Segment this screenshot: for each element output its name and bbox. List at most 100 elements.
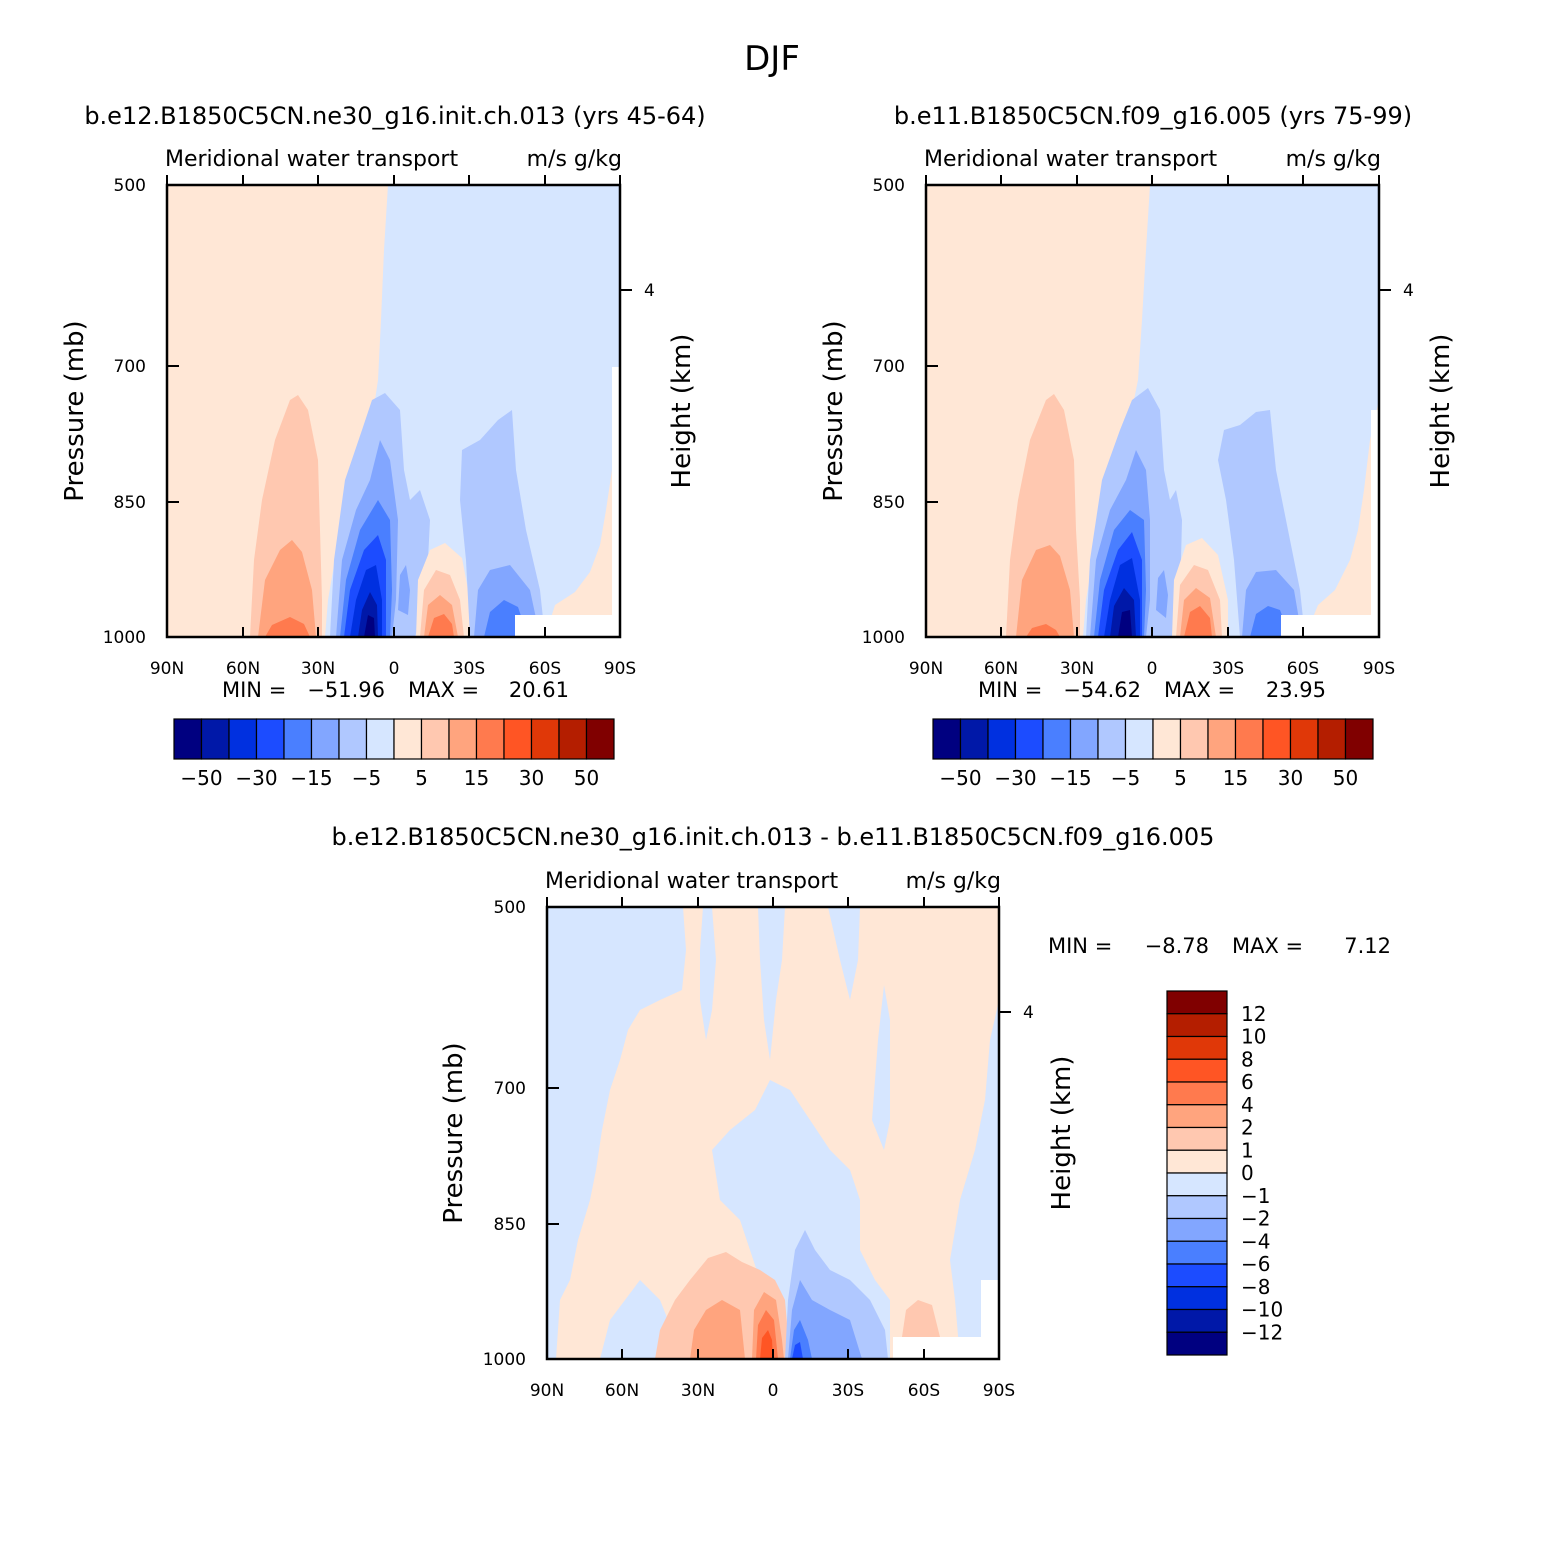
colorbar-tick-label: −30: [994, 766, 1036, 790]
missing-topography: [515, 615, 620, 637]
x-ticks: [166, 175, 632, 638]
contour-neg-nh-1: [547, 907, 686, 1359]
colorbar-swatch: [1166, 1126, 1228, 1151]
contour-blue-sh-3: [1250, 606, 1290, 637]
panel-subtitle-left: Meridional water transport: [545, 869, 838, 894]
contour-fill: [926, 185, 1379, 637]
colorbar-tick-label: −30: [235, 766, 277, 790]
panel-left: b.e12.B1850C5CN.ne30_g16.init.ch.013 (yr…: [60, 102, 706, 790]
x-ticks: [925, 175, 1391, 638]
y-tick-label: 700: [873, 357, 905, 377]
colorbar-swatch: [1207, 718, 1237, 760]
contour-neg-top: [700, 907, 716, 1040]
x-tick-label: 60S: [908, 1381, 940, 1401]
panel-subtitle-left: Meridional water transport: [165, 147, 458, 172]
missing-polar: [1371, 410, 1379, 637]
colorbar-swatch: [1042, 718, 1072, 760]
panel-subtitle-right: m/s g/kg: [1286, 147, 1381, 172]
colorbar-tick-label: 1: [1241, 1138, 1254, 1162]
x-tick-label: 90S: [983, 1381, 1015, 1401]
colorbar-tick-label: −5: [1111, 766, 1140, 790]
colorbar-tick-label: −50: [180, 766, 222, 790]
max-label: MAX =: [1232, 934, 1303, 958]
colorbar-tick-label: −2: [1241, 1207, 1270, 1231]
colorbar-right: −50 −30 −15 −5 5 15 30 50: [932, 718, 1374, 790]
y-tick-label: 500: [873, 176, 905, 196]
y-tick-label: 500: [494, 898, 526, 918]
y-tick-label: 850: [494, 1215, 526, 1235]
x-tick-label: 90S: [604, 659, 636, 679]
colorbar-swatch: [558, 718, 588, 760]
y-tick-label: 700: [114, 357, 146, 377]
colorbar-swatch: [228, 718, 258, 760]
contour-neg-top-3: [828, 907, 860, 1000]
y-tick-label: 850: [873, 493, 905, 513]
contour-positive-sp: [545, 420, 620, 637]
colorbar-tick-label: −5: [352, 766, 381, 790]
colorbar-swatch: [932, 718, 962, 760]
panel-title: b.e12.B1850C5CN.ne30_g16.init.ch.013 - b…: [332, 823, 1215, 851]
colorbar-swatch: [1262, 718, 1292, 760]
colorbar-swatch: [1166, 1331, 1228, 1356]
min-label: MIN =: [222, 678, 286, 702]
colorbar-swatch: [1166, 1058, 1228, 1083]
colorbar-tick-label: 50: [1333, 766, 1358, 790]
colorbar-tick-label: −10: [1241, 1298, 1283, 1322]
contour-positive-nh: [167, 185, 388, 637]
colorbar-tick-label: −1: [1241, 1184, 1270, 1208]
y-axis-label: Pressure (mb): [439, 1042, 469, 1223]
colorbar-tick-label: −15: [1049, 766, 1091, 790]
panel-right: b.e11.B1850C5CN.f09_g16.005 (yrs 75-99) …: [819, 102, 1456, 790]
max-value: 23.95: [1266, 678, 1326, 702]
y-axis-label-right: Height (km): [1047, 1056, 1077, 1211]
x-tick-label: 30N: [301, 659, 335, 679]
colorbar-swatch: [1166, 990, 1228, 1015]
contour-orange-2: [258, 540, 316, 637]
y-tick-label: 700: [494, 1079, 526, 1099]
colorbar-swatch: [1166, 1217, 1228, 1242]
contour-orange-3: [1026, 624, 1060, 637]
x-tick-label: 30N: [1060, 659, 1094, 679]
contour-positive-sp: [1305, 400, 1379, 637]
y-tick-label: 500: [114, 176, 146, 196]
colorbar-swatch: [1152, 718, 1182, 760]
min-label: MIN =: [1048, 934, 1112, 958]
colorbar-tick-label: 4: [1241, 1093, 1254, 1117]
colorbar-tick-label: 15: [464, 766, 489, 790]
colorbar-tick-label: 15: [1223, 766, 1248, 790]
x-tick-label: 60N: [605, 1381, 639, 1401]
missing-topography: [893, 1337, 999, 1359]
colorbar-swatch: [420, 718, 450, 760]
y-axis-label: Pressure (mb): [60, 320, 90, 501]
colorbar-swatch: [393, 718, 423, 760]
x-tick-label: 90N: [909, 659, 943, 679]
y-axis-label-right: Height (km): [1426, 334, 1456, 489]
contour-neg-eq-4: [792, 1342, 803, 1359]
colorbar-swatch: [448, 718, 478, 760]
x-ticks: [546, 897, 1011, 1360]
missing-polar: [612, 367, 620, 637]
y-tick-label-right: 4: [644, 281, 655, 301]
x-tick-label: 60S: [529, 659, 561, 679]
colorbar-tick-label: 8: [1241, 1047, 1254, 1071]
colorbar-swatch: [1166, 1104, 1228, 1129]
panel-title: b.e12.B1850C5CN.ne30_g16.init.ch.013 (yr…: [84, 102, 705, 130]
x-tick-label: 30S: [1212, 659, 1244, 679]
x-tick-label: 30S: [832, 1381, 864, 1401]
colorbar-tick-label: 0: [1241, 1161, 1254, 1185]
x-tick-label: 90N: [530, 1381, 564, 1401]
colorbar-tick-label: −6: [1241, 1252, 1270, 1276]
missing-polar: [981, 1280, 999, 1337]
min-label: MIN =: [978, 678, 1042, 702]
panel-subtitle-left: Meridional water transport: [924, 147, 1217, 172]
contour-pos-eq-3: [760, 1330, 773, 1359]
x-tick-label: 60N: [984, 659, 1018, 679]
colorbar-swatch: [365, 718, 395, 760]
missing-topography: [1281, 615, 1379, 637]
contour-orange-3: [265, 617, 310, 637]
colorbar-swatch: [338, 718, 368, 760]
contour-orange-sh-4: [1184, 606, 1212, 637]
contour-orange-2: [1016, 545, 1074, 637]
min-value: −8.78: [1145, 934, 1209, 958]
